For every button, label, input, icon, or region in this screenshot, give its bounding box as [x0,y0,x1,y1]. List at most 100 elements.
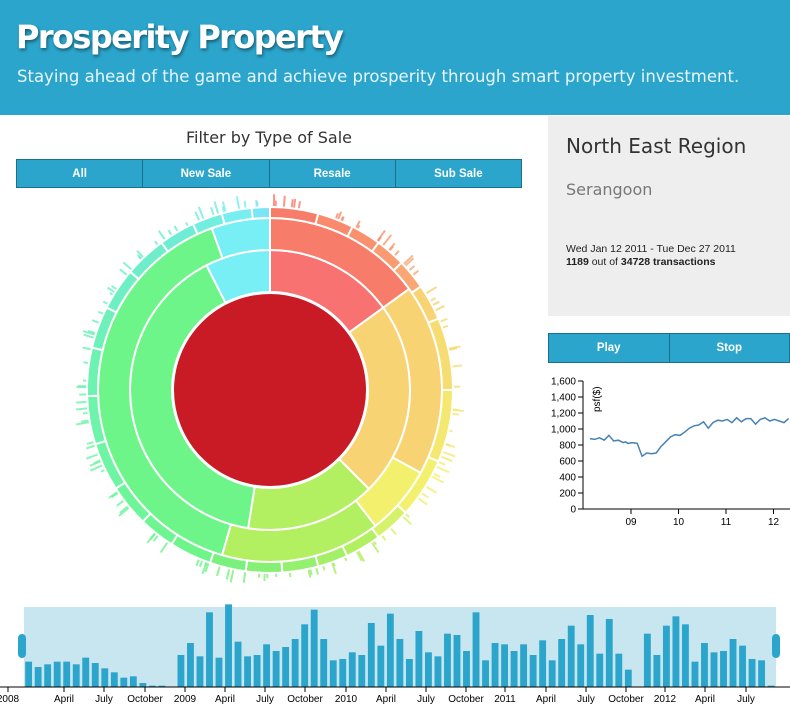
volume-bar [234,641,242,687]
brush-handle-right[interactable] [772,634,780,658]
sunburst-tick [282,195,286,207]
sunburst-tick [433,472,441,478]
filter-new-sale-button[interactable]: New Sale [143,160,270,187]
bar-x-tick-label: April [54,694,74,705]
line-y-tick-label: 0 [570,505,576,516]
volume-bar [158,685,166,687]
play-button[interactable]: Play [549,334,670,362]
stop-button[interactable]: Stop [669,334,789,362]
line-y-tick-label: 800 [559,441,576,452]
playback-controls: Play Stop [548,333,790,363]
volume-bar [358,655,366,687]
sunburst-outer-arc[interactable] [250,205,271,220]
filter-sub-sale-button[interactable]: Sub Sale [395,160,521,187]
sunburst-tick [137,255,142,260]
sunburst-tick [210,207,215,216]
sunburst-tick [216,566,221,577]
volume-bar [329,660,337,687]
sunburst-tick [432,300,440,306]
volume-bar [34,667,42,687]
header: Prosperity Property Staying ahead of the… [0,0,790,115]
sunburst-tick [449,429,453,433]
sunburst-tick [431,475,444,484]
sunburst-tick [152,535,159,542]
sunburst-tick [412,269,419,276]
sunburst-tick [185,222,189,226]
sunburst-tick [136,250,144,258]
sunburst-tick [97,310,104,315]
sunburst-tick [441,455,453,462]
sunburst-tick [440,317,448,323]
out-of-text: out of [588,256,621,268]
sunburst-tick [382,234,393,246]
line-y-tick-label: 1,600 [551,377,576,388]
sunburst-tick [106,286,115,293]
sunburst-tick [122,261,132,270]
sunburst-tick [157,230,166,240]
sunburst-tick [82,411,88,415]
sunburst-tick [83,361,89,364]
volume-bar [729,639,737,687]
volume-bar [72,664,80,687]
sunburst-tick [290,199,294,208]
volume-bar [434,656,442,687]
sunburst-tick [442,451,456,458]
volume-bar [672,616,680,687]
volume-bar [720,651,727,687]
filter-all-button[interactable]: All [17,160,144,187]
filter-resale-button[interactable]: Resale [269,160,396,187]
volume-bar [367,623,375,687]
volume-bar [415,631,423,687]
sunburst-tick [389,245,395,252]
sunburst-tick [109,292,114,296]
line-x-tick-label: 11 [721,517,732,528]
brush-handle-left[interactable] [18,634,26,658]
sunburst-tick [322,565,326,571]
sunburst-tick [118,507,130,517]
sunburst-tick [390,527,397,536]
sunburst-tick [89,464,103,472]
sunburst-tick [371,542,380,553]
bar-x-tick-label: October [287,694,323,705]
volume-bar [282,647,290,687]
sunburst-tick [149,533,156,541]
sunburst-tick [442,324,449,329]
sunburst-tick [119,505,129,514]
bar-x-tick-label: October [127,694,163,705]
sunburst-tick [173,225,179,232]
volume-bar [463,651,470,687]
sunburst-tick [198,560,204,568]
sunburst-tick [435,305,445,311]
volume-bar [377,645,385,687]
volume-bar [148,685,156,687]
filter-button-group: All New Sale Resale Sub Sale [16,159,522,188]
volume-bar [567,625,575,687]
bar-x-tick-label: July [417,694,435,705]
sunburst-tick [102,300,108,305]
volume-bar [548,660,556,687]
site-subtitle: Staying ahead of the game and achieve pr… [17,67,740,86]
sunburst-tick [82,330,95,336]
volume-bar [386,613,394,687]
volume-bar [101,668,109,687]
sunburst-tick [159,542,169,554]
region-name: North East Region [566,134,747,158]
volume-bar [120,677,128,687]
sunburst-tick [167,229,173,236]
sunburst-tick [83,333,94,339]
volume-bar [348,652,356,687]
sunburst-tick [421,492,429,499]
line-y-axis-label: psf($) [592,386,603,412]
volume-bar [424,652,432,687]
volume-bar [129,676,137,687]
sunburst-tick [445,443,456,449]
site-title: Prosperity Property [16,18,344,56]
bar-x-tick-label: April [695,694,715,705]
volume-bar [53,661,61,687]
volume-bar [558,639,566,687]
total-count: 34728 [620,256,651,268]
sunburst-tick [195,559,200,567]
sunburst-tick [119,268,128,276]
transactions-text: transactions [650,256,716,268]
sunburst-tick [436,465,450,474]
